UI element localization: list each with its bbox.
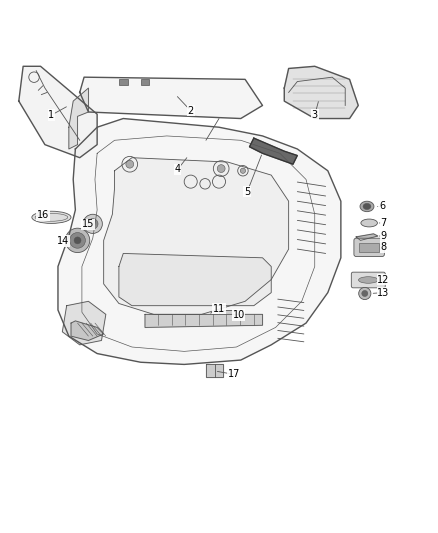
Bar: [119, 79, 127, 85]
Text: 9: 9: [381, 231, 387, 241]
Polygon shape: [284, 66, 358, 118]
Polygon shape: [19, 66, 97, 158]
Ellipse shape: [360, 201, 374, 212]
Circle shape: [65, 228, 90, 253]
Circle shape: [240, 168, 246, 173]
Polygon shape: [356, 234, 378, 240]
Circle shape: [83, 214, 102, 233]
Text: 7: 7: [380, 218, 387, 228]
Ellipse shape: [361, 219, 378, 227]
Polygon shape: [71, 321, 104, 341]
Text: 12: 12: [377, 274, 390, 285]
Ellipse shape: [32, 211, 71, 223]
Circle shape: [88, 219, 98, 229]
Ellipse shape: [363, 204, 371, 209]
Polygon shape: [62, 301, 106, 345]
FancyBboxPatch shape: [351, 272, 385, 288]
Circle shape: [74, 237, 81, 244]
Bar: [219, 310, 243, 321]
Polygon shape: [104, 158, 289, 314]
Text: 8: 8: [381, 242, 387, 252]
Bar: [359, 243, 379, 252]
Text: 10: 10: [233, 310, 245, 320]
Text: 3: 3: [312, 110, 318, 120]
Polygon shape: [58, 118, 341, 365]
Text: 4: 4: [175, 165, 181, 174]
Text: 2: 2: [187, 106, 194, 116]
Text: 1: 1: [48, 110, 54, 120]
Polygon shape: [69, 88, 88, 149]
Text: 6: 6: [379, 201, 385, 212]
Polygon shape: [206, 365, 223, 377]
Circle shape: [70, 232, 85, 248]
Text: 14: 14: [57, 236, 69, 246]
Circle shape: [217, 165, 225, 173]
Text: 17: 17: [228, 369, 240, 379]
Text: 16: 16: [37, 210, 49, 220]
Bar: [141, 79, 149, 85]
Text: 15: 15: [82, 219, 95, 229]
Polygon shape: [145, 314, 262, 327]
Text: 5: 5: [244, 187, 251, 197]
Circle shape: [359, 287, 371, 300]
Polygon shape: [80, 77, 262, 118]
Ellipse shape: [358, 277, 378, 283]
Polygon shape: [119, 254, 271, 305]
Text: 13: 13: [378, 288, 390, 297]
FancyBboxPatch shape: [354, 238, 385, 256]
Circle shape: [362, 290, 368, 296]
Polygon shape: [250, 138, 297, 164]
Circle shape: [126, 160, 134, 168]
Text: 11: 11: [213, 304, 225, 314]
